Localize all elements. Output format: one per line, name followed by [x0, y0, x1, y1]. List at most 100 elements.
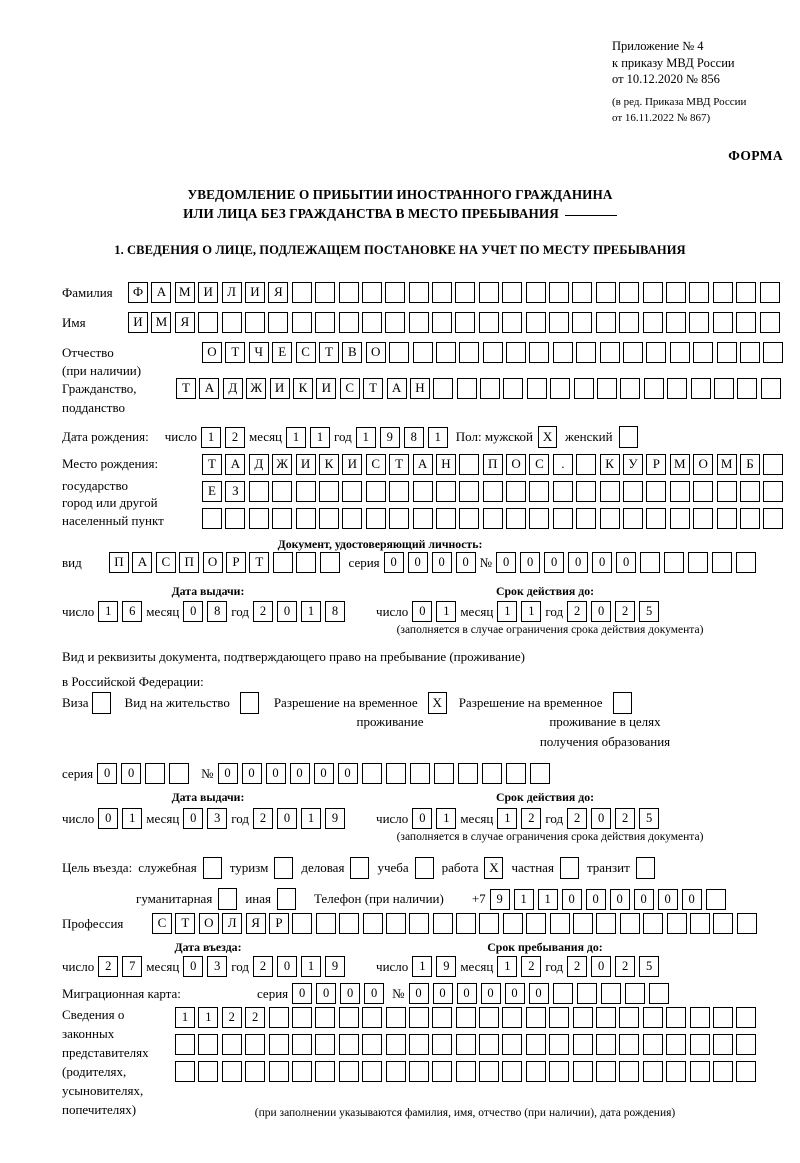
char-cell[interactable]: 0	[657, 888, 678, 910]
char-cell[interactable]: 5	[639, 808, 660, 829]
char-cell[interactable]	[526, 378, 547, 399]
char-cell[interactable]: Н	[435, 454, 456, 475]
char-cell[interactable]	[736, 1061, 757, 1082]
char-cell[interactable]	[338, 312, 359, 333]
char-cell[interactable]	[433, 378, 454, 399]
char-cell[interactable]: 2	[253, 808, 274, 829]
char-cell[interactable]: 2	[567, 956, 588, 977]
char-cell[interactable]	[646, 342, 667, 363]
char-cell[interactable]: О	[693, 454, 714, 475]
char-cell[interactable]: 0	[412, 601, 433, 622]
char-cell[interactable]: .	[552, 454, 573, 475]
char-cell[interactable]: 0	[313, 763, 334, 784]
char-cell[interactable]	[572, 1007, 593, 1028]
char-cell[interactable]: С	[529, 454, 550, 475]
char-cell[interactable]: К	[318, 454, 339, 475]
char-cell[interactable]: Л	[221, 282, 242, 303]
char-cell[interactable]: 1	[98, 601, 119, 622]
purpose-option-checkbox[interactable]	[276, 888, 296, 910]
char-cell[interactable]: 2	[253, 601, 274, 622]
char-cell[interactable]	[736, 282, 757, 303]
char-cell[interactable]	[665, 312, 686, 333]
char-cell[interactable]	[198, 1061, 219, 1082]
char-cell[interactable]: 0	[609, 888, 630, 910]
char-cell[interactable]: 6	[122, 601, 143, 622]
char-cell[interactable]	[736, 1007, 757, 1028]
char-cell[interactable]: Р	[268, 913, 289, 934]
char-cell[interactable]	[315, 282, 336, 303]
char-cell[interactable]	[272, 552, 293, 573]
char-cell[interactable]: 9	[379, 426, 400, 448]
char-cell[interactable]	[291, 312, 312, 333]
char-cell[interactable]	[712, 282, 733, 303]
char-cell[interactable]	[365, 481, 386, 502]
char-cell[interactable]	[291, 1007, 312, 1028]
char-cell[interactable]	[595, 312, 616, 333]
char-cell[interactable]	[432, 1034, 453, 1055]
char-cell[interactable]	[599, 481, 620, 502]
char-cell[interactable]: У	[623, 454, 644, 475]
char-cell[interactable]: Т	[202, 454, 222, 475]
char-cell[interactable]: К	[599, 454, 620, 475]
char-cell[interactable]	[292, 913, 313, 934]
char-cell[interactable]	[268, 1061, 289, 1082]
char-cell[interactable]	[455, 282, 476, 303]
char-cell[interactable]	[291, 1061, 312, 1082]
char-cell[interactable]: О	[365, 342, 386, 363]
char-cell[interactable]	[643, 378, 664, 399]
char-cell[interactable]: 0	[520, 552, 541, 573]
representatives-input-row-3[interactable]	[175, 1061, 757, 1082]
char-cell[interactable]: 0	[504, 983, 525, 1004]
char-cell[interactable]	[244, 312, 265, 333]
char-cell[interactable]	[643, 913, 664, 934]
char-cell[interactable]	[549, 282, 570, 303]
char-cell[interactable]: Я	[245, 913, 266, 934]
char-cell[interactable]	[479, 1061, 500, 1082]
char-cell[interactable]	[338, 1034, 359, 1055]
char-cell[interactable]	[478, 312, 499, 333]
char-cell[interactable]	[408, 1034, 429, 1055]
char-cell[interactable]	[739, 508, 760, 529]
char-cell[interactable]	[763, 454, 784, 475]
char-cell[interactable]	[550, 378, 571, 399]
char-cell[interactable]: 0	[183, 956, 204, 977]
char-cell[interactable]: И	[295, 454, 316, 475]
char-cell[interactable]	[689, 913, 710, 934]
purpose-option-checkbox[interactable]: X	[484, 857, 504, 879]
char-cell[interactable]: К	[292, 378, 313, 399]
char-cell[interactable]	[623, 481, 644, 502]
char-cell[interactable]	[689, 312, 710, 333]
edu-residence-checkbox[interactable]	[612, 692, 632, 714]
char-cell[interactable]	[759, 312, 780, 333]
char-cell[interactable]: 1	[436, 601, 457, 622]
char-cell[interactable]	[412, 481, 433, 502]
sex-male-checkbox[interactable]: X	[538, 426, 558, 448]
char-cell[interactable]	[693, 342, 714, 363]
char-cell[interactable]: 0	[407, 552, 428, 573]
char-cell[interactable]: 0	[364, 983, 385, 1004]
char-cell[interactable]: 9	[325, 808, 346, 829]
char-cell[interactable]	[552, 342, 573, 363]
char-cell[interactable]	[624, 983, 645, 1004]
char-cell[interactable]: О	[198, 913, 219, 934]
char-cell[interactable]: Т	[175, 913, 196, 934]
char-cell[interactable]	[385, 312, 406, 333]
char-cell[interactable]	[576, 481, 597, 502]
char-cell[interactable]: Ж	[246, 378, 267, 399]
char-cell[interactable]: А	[386, 378, 407, 399]
char-cell[interactable]	[455, 1061, 476, 1082]
char-cell[interactable]	[619, 1007, 640, 1028]
char-cell[interactable]	[689, 282, 710, 303]
char-cell[interactable]	[385, 763, 406, 784]
char-cell[interactable]	[362, 913, 383, 934]
char-cell[interactable]	[318, 481, 339, 502]
char-cell[interactable]	[763, 508, 784, 529]
char-cell[interactable]	[175, 1034, 195, 1055]
